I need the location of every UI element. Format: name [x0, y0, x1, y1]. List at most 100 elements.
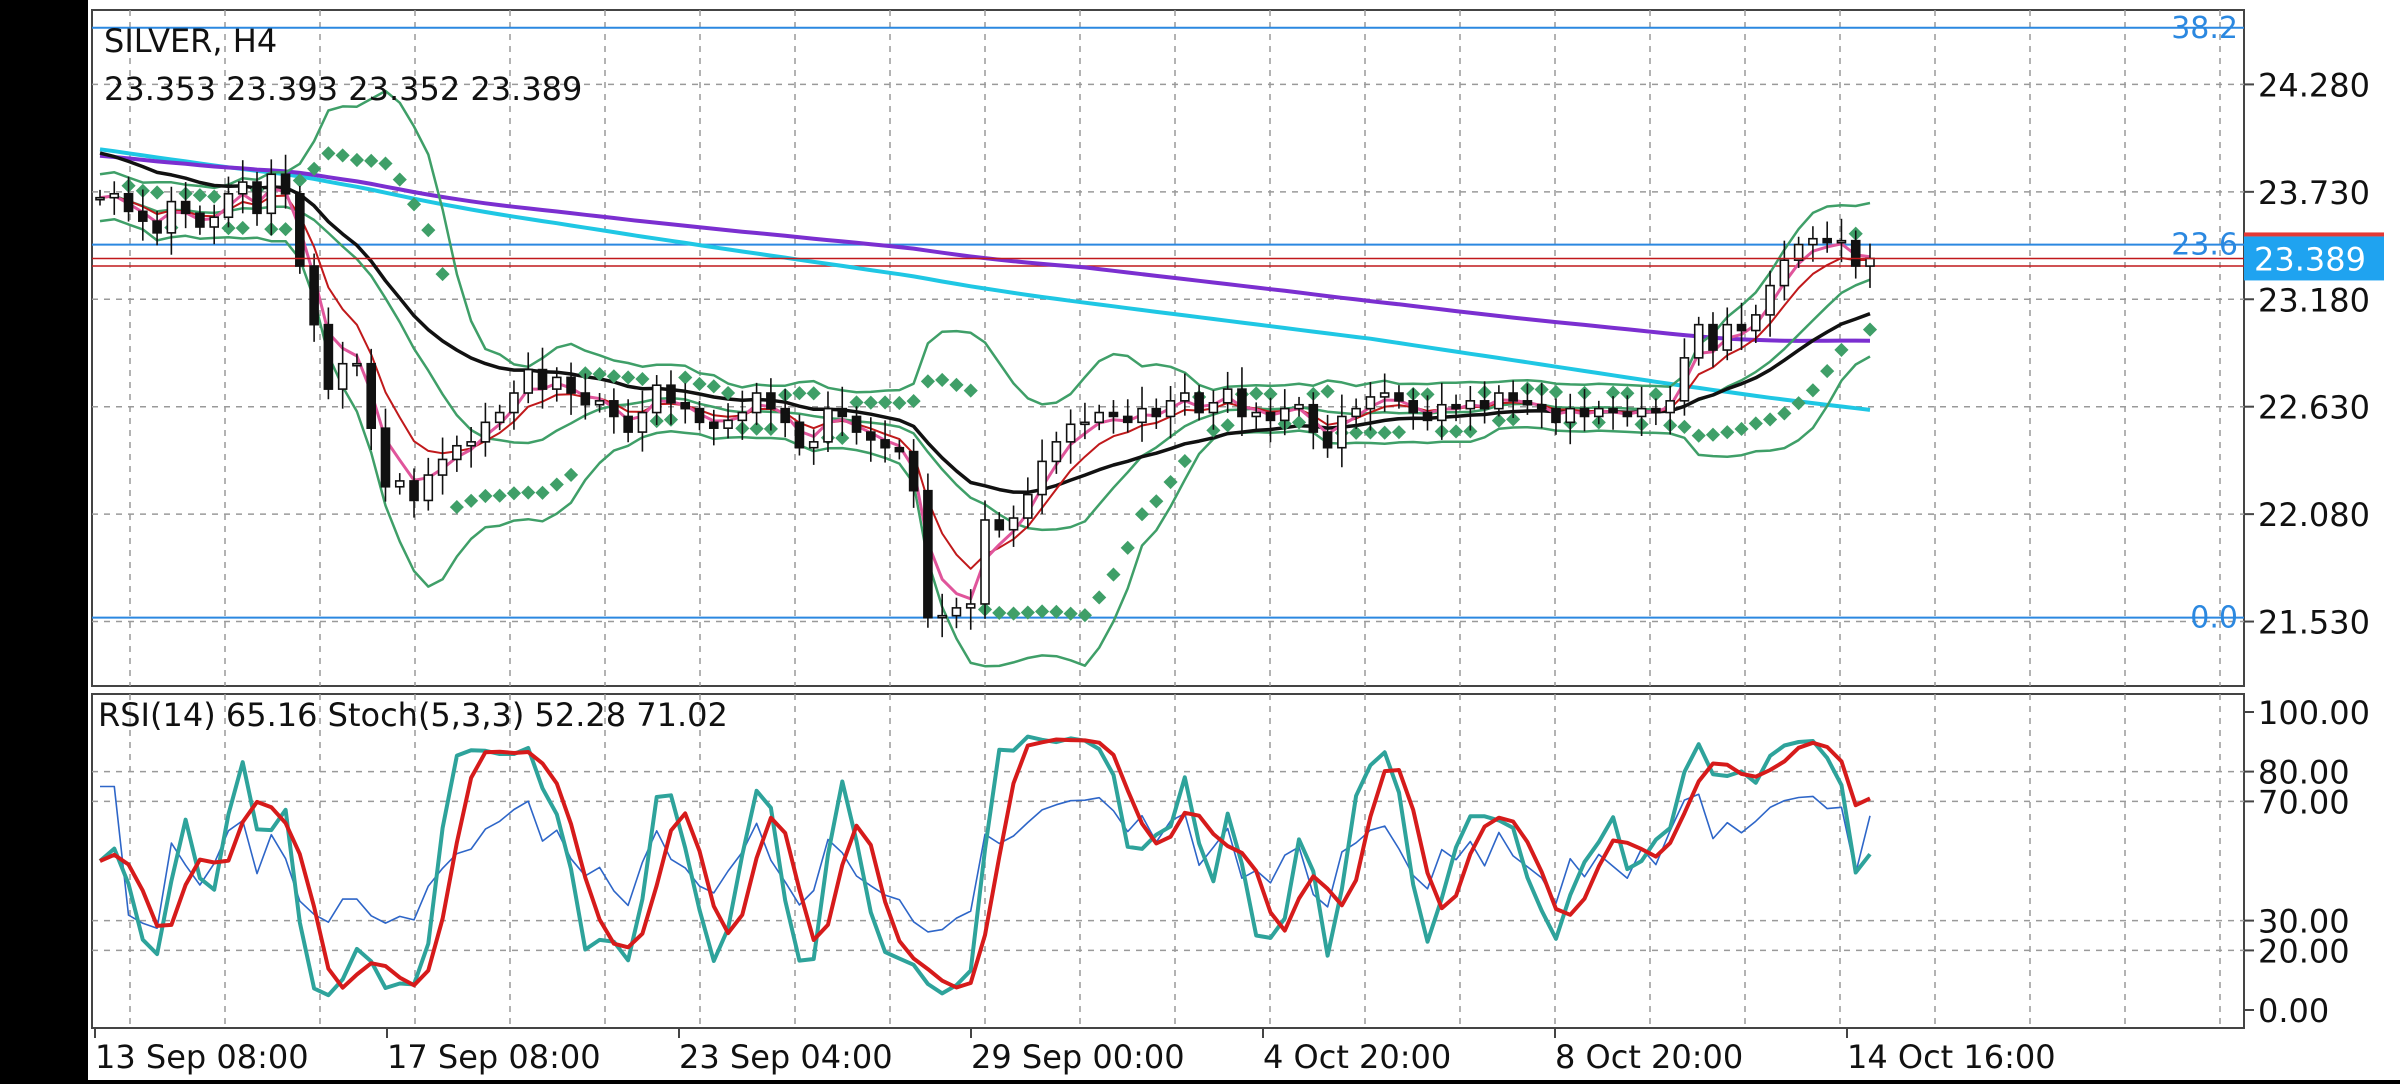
parabolic-sar-dot	[1862, 322, 1878, 337]
candle-body	[1351, 407, 1361, 418]
parabolic-sar-dot	[863, 395, 878, 410]
parabolic-sar-dot	[506, 486, 522, 501]
candle-body	[1080, 421, 1090, 426]
candle-body	[551, 376, 562, 390]
candle-body	[1394, 392, 1404, 402]
parabolic-sar-dot	[521, 485, 536, 500]
candle-body	[95, 196, 105, 201]
candle-body	[1365, 396, 1376, 410]
candle-body	[423, 474, 434, 502]
parabolic-sar-dot	[720, 385, 736, 401]
rsi-line	[100, 785, 1871, 933]
candle-body	[1765, 284, 1775, 316]
parabolic-sar-dot	[1377, 425, 1392, 440]
candle-body	[1294, 403, 1304, 410]
candle-body	[965, 603, 976, 609]
parabolic-sar-dot	[849, 395, 864, 410]
candle-body	[1708, 323, 1718, 351]
candle-body	[1822, 237, 1832, 244]
parabolic-sar-dot	[1834, 342, 1849, 357]
candle-body	[452, 444, 462, 461]
candle-body	[837, 407, 848, 418]
candle-body	[380, 427, 391, 488]
candle-body	[1222, 388, 1233, 404]
current-price-label: 23.389	[2254, 240, 2366, 278]
candle-body	[851, 415, 862, 433]
parabolic-sar-dot	[920, 374, 935, 389]
parabolic-sar-dot	[1791, 396, 1806, 411]
candle-body	[409, 480, 419, 502]
parabolic-sar-dot	[1491, 413, 1506, 428]
price-tick-label: 24.280	[2258, 66, 2370, 104]
candle-body	[1379, 392, 1390, 398]
candle-body	[266, 173, 277, 215]
candle-body	[680, 401, 691, 410]
candle-body	[1508, 392, 1518, 402]
parabolic-sar-dot	[1363, 425, 1378, 440]
candle-body	[1736, 323, 1747, 332]
candle-body	[252, 181, 262, 215]
candle-body	[1422, 411, 1433, 422]
candle-body	[780, 407, 790, 424]
candle-body	[109, 192, 120, 199]
parabolic-sar-dot	[478, 488, 493, 504]
parabolic-sar-dot	[1805, 383, 1820, 398]
parabolic-sar-dot	[221, 221, 236, 236]
parabolic-sar-dot	[1006, 606, 1021, 621]
candle-body	[337, 362, 348, 390]
candle-body	[1065, 423, 1076, 443]
candle-body	[866, 431, 876, 441]
parabolic-sar-dot	[835, 430, 850, 446]
candle-body	[1565, 407, 1576, 424]
parabolic-sar-dot	[1177, 453, 1192, 469]
parabolic-sar-dot	[378, 156, 393, 171]
candle-body	[1779, 259, 1790, 287]
parabolic-sar-dot	[749, 421, 764, 436]
candle-body	[1237, 388, 1247, 418]
parabolic-sar-dot	[963, 383, 978, 398]
oscillator-tick-label: 30.00	[2258, 903, 2350, 941]
time-tick-label: 8 Oct 20:00	[1555, 1038, 1743, 1076]
parabolic-sar-dot	[1620, 386, 1635, 401]
parabolic-sar-dot	[1548, 384, 1564, 400]
candle-body	[509, 392, 519, 414]
fib-level-label: 0.0	[2190, 601, 2238, 636]
indicator-title: RSI(14) 65.16 Stoch(5,3,3) 52.28 71.02	[98, 696, 728, 734]
parabolic-sar-dot	[935, 372, 950, 387]
parabolic-sar-dot	[1448, 424, 1464, 439]
candle-body	[1122, 415, 1133, 424]
candle-body	[466, 441, 476, 447]
candle-body	[352, 362, 362, 367]
current-price-tag	[2244, 236, 2384, 281]
price-tick-label: 22.080	[2258, 496, 2370, 534]
parabolic-sar-dot	[292, 173, 307, 188]
candle-body	[1094, 411, 1104, 424]
candle-body	[980, 519, 990, 605]
candle-body	[1608, 407, 1618, 414]
candle-body	[1208, 401, 1219, 414]
candle-body	[1751, 314, 1761, 332]
parabolic-sar-dot	[592, 367, 607, 382]
candle-body	[894, 446, 905, 453]
candle-body	[1722, 323, 1733, 351]
ohlc-readout: 23.353 23.393 23.352 23.389	[104, 70, 582, 108]
parabolic-sar-dot	[392, 172, 407, 187]
candle-body	[1522, 400, 1533, 406]
parabolic-sar-dot	[1763, 412, 1778, 427]
candle-body	[1165, 400, 1176, 418]
parabolic-sar-dot	[1463, 424, 1478, 439]
parabolic-sar-dot	[406, 197, 422, 212]
parabolic-sar-dot	[878, 395, 893, 410]
parabolic-sar-dot	[1677, 419, 1692, 434]
parabolic-sar-dot	[150, 185, 165, 200]
parabolic-sar-dot	[1249, 386, 1264, 401]
parabolic-sar-dot	[1777, 406, 1792, 421]
parabolic-sar-dot	[421, 223, 436, 238]
candle-body	[280, 173, 291, 195]
candle-body	[309, 265, 319, 326]
candle-body	[1194, 392, 1204, 414]
parabolic-sar-dot	[192, 188, 207, 203]
candle-body	[166, 200, 177, 234]
candle-body	[1337, 415, 1347, 449]
